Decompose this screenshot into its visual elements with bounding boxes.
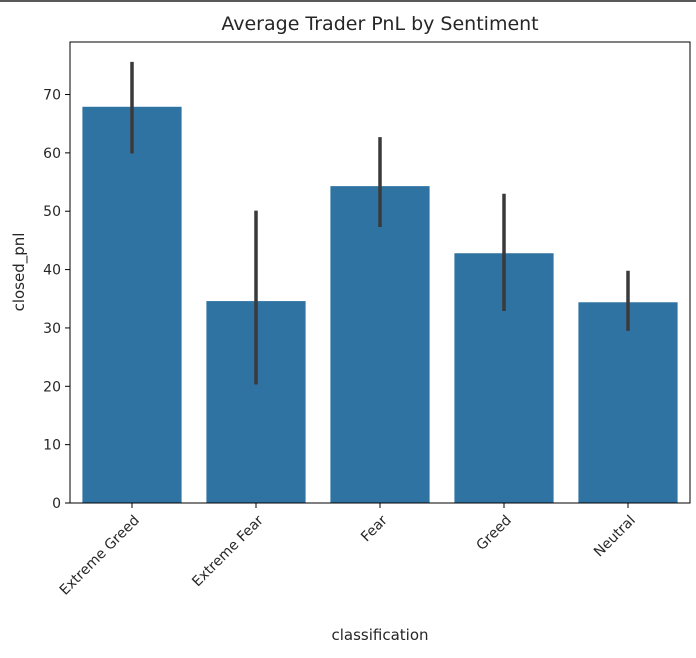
y-axis-ticks: 0 10 20 30 40 50 60 70 (43, 88, 70, 512)
y-tick-label: 20 (43, 379, 61, 395)
y-axis-label: closed_pnl (10, 233, 29, 312)
y-tick-label: 0 (52, 496, 61, 512)
y-tick-label: 50 (43, 204, 61, 220)
y-tick-label: 10 (43, 438, 61, 454)
plot-frame (69, 41, 691, 504)
bar-fear (330, 186, 430, 503)
x-tick-label: Extreme Greed (57, 513, 143, 599)
x-tick-label: Neutral (591, 513, 639, 561)
x-tick-label: Fear (358, 512, 391, 545)
bar-neutral (578, 302, 678, 503)
y-tick-label: 40 (43, 263, 61, 279)
x-axis-ticks: Extreme Greed Extreme Fear Fear Greed Neutra… (57, 503, 639, 599)
bar-extreme-greed (82, 106, 182, 504)
y-tick-label: 70 (43, 88, 61, 104)
x-tick-label: Greed (474, 513, 515, 554)
x-tick-label: Extreme Fear (189, 512, 267, 590)
x-axis-label: classification (331, 626, 428, 644)
y-tick-label: 60 (43, 146, 61, 162)
y-tick-label: 30 (43, 321, 61, 337)
chart-title: Average Trader PnL by Sentiment (221, 13, 538, 35)
bar-series (82, 106, 678, 504)
error-bar-series (130, 61, 630, 385)
